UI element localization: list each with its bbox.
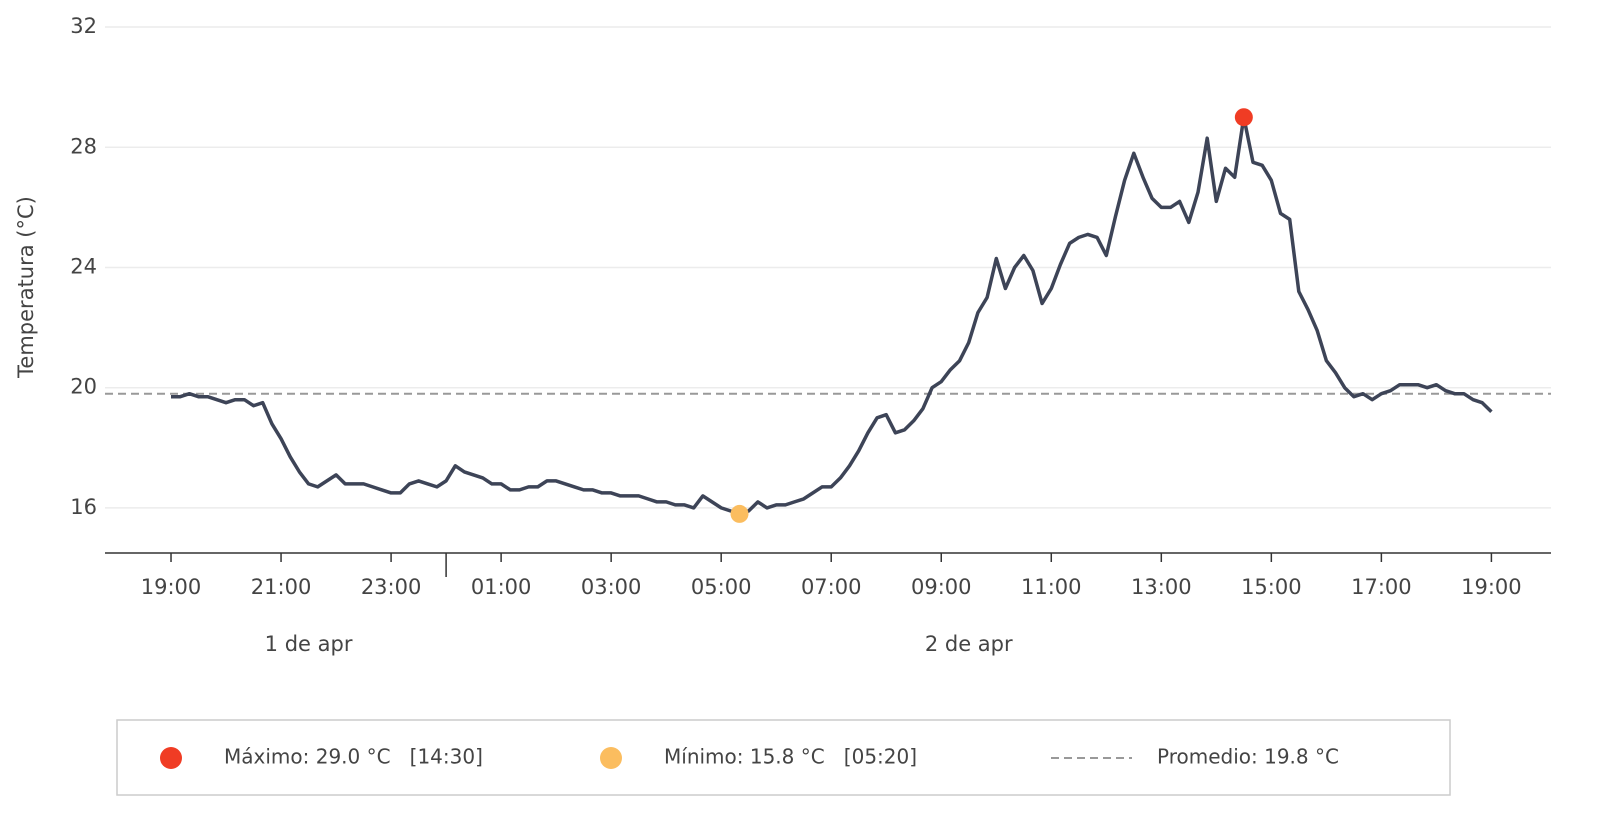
day-label: 2 de apr <box>925 632 1013 656</box>
y-tick-label: 32 <box>70 14 97 38</box>
x-tick-label: 21:00 <box>251 575 312 599</box>
legend-max-label: Máximo: 29.0 °C [14:30] <box>224 745 483 769</box>
x-tick-label: 07:00 <box>801 575 862 599</box>
legend-max-marker <box>160 747 182 769</box>
x-tick-label: 01:00 <box>471 575 532 599</box>
max-marker <box>1234 108 1253 127</box>
legend-min-label: Mínimo: 15.8 °C [05:20] <box>664 745 917 769</box>
x-tick-label: 13:00 <box>1131 575 1192 599</box>
x-tick-label: 23:00 <box>361 575 422 599</box>
x-tick-label: 15:00 <box>1241 575 1302 599</box>
x-tick-label: 17:00 <box>1351 575 1412 599</box>
x-tick-label: 05:00 <box>691 575 752 599</box>
x-tick-label: 19:00 <box>141 575 202 599</box>
temperature-line <box>171 115 1493 516</box>
legend-box <box>116 719 1451 796</box>
x-tick-label: 11:00 <box>1021 575 1082 599</box>
x-tick-label: 19:00 <box>1461 575 1522 599</box>
y-tick-label: 20 <box>70 375 97 399</box>
legend-mean-label: Promedio: 19.8 °C <box>1157 745 1339 769</box>
x-tick-label: 09:00 <box>911 575 972 599</box>
y-tick-label: 28 <box>70 134 97 158</box>
y-tick-label: 16 <box>70 495 97 519</box>
legend-min-marker <box>600 747 622 769</box>
x-tick-label: 03:00 <box>581 575 642 599</box>
min-marker <box>730 504 749 523</box>
day-label: 1 de apr <box>265 632 353 656</box>
y-tick-label: 24 <box>70 254 97 278</box>
y-axis-label: Temperatura (°C) <box>14 196 38 379</box>
